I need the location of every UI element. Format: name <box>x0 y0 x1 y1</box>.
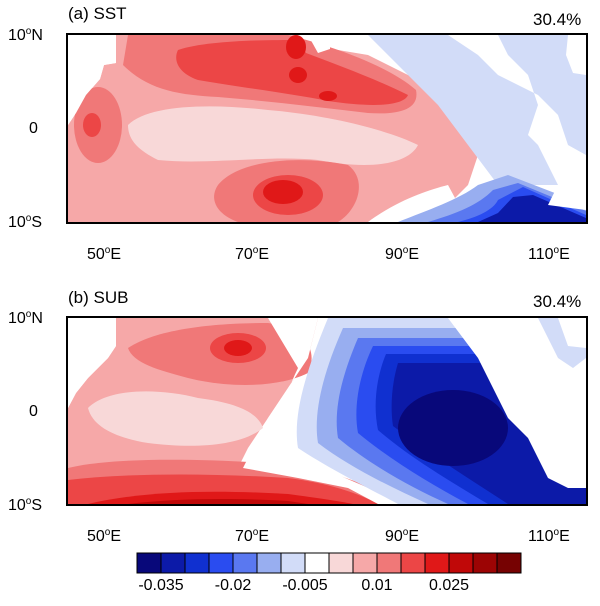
sub-land-ne <box>558 318 586 348</box>
sst-land-ne <box>566 35 586 75</box>
colorbar <box>136 552 522 574</box>
sst-west-core <box>83 113 101 137</box>
x-tick-b-1: 70oE <box>235 527 270 545</box>
sst-se-blue4 <box>478 195 586 222</box>
sub-zero-band <box>243 318 408 504</box>
sst-east-lightblue <box>368 35 586 185</box>
x-tick-a-0: 50oE <box>87 245 122 263</box>
colorbar-swatch-10 <box>376 552 402 574</box>
x-tick-b-0: 50oE <box>87 527 122 545</box>
sub-blue-core <box>398 390 508 466</box>
colorbar-swatch-5 <box>256 552 282 574</box>
y-tick-b-2: 10oS <box>8 496 43 514</box>
x-tick-a-1: 70oE <box>235 245 270 263</box>
colorbar-swatch-7 <box>304 552 330 574</box>
sub-south-band3 <box>88 491 353 504</box>
y-tick-a-0: 10oN <box>8 26 43 44</box>
sst-north-max3 <box>319 91 337 101</box>
colorbar-swatch-2 <box>184 552 210 574</box>
colorbar-swatch-15 <box>496 552 522 574</box>
panel-a-field <box>68 35 586 222</box>
x-tick-b-2: 90oE <box>385 527 420 545</box>
panel-b-title: (b) SUB <box>68 288 129 307</box>
sub-south-core <box>128 499 308 504</box>
sst-south-max <box>263 180 303 204</box>
y-tick-b-1: 0 <box>29 403 38 420</box>
colorbar-swatch-1 <box>160 552 186 574</box>
colorbar-swatch-0 <box>136 552 162 574</box>
colorbar-tick-label: 0.01 <box>361 577 393 594</box>
y-tick-a-1: 0 <box>29 120 38 137</box>
sub-land-sumatra <box>448 318 586 488</box>
x-tick-b-3: 110oE <box>528 527 570 545</box>
sst-north-max <box>286 35 306 59</box>
y-tick-b-0: 10oN <box>8 309 43 327</box>
sst-light-band <box>128 106 418 165</box>
colorbar-swatch-4 <box>232 552 258 574</box>
x-tick-a-2: 90oE <box>385 245 420 263</box>
colorbar-swatch-14 <box>472 552 498 574</box>
panel-b-percent: 30.4% <box>533 292 582 311</box>
sst-land-sumatra <box>448 35 586 210</box>
colorbar-swatch-13 <box>448 552 474 574</box>
colorbar-swatch-8 <box>328 552 354 574</box>
panel-a-map <box>66 33 588 224</box>
colorbar-tick-label: -0.02 <box>214 577 252 594</box>
panel-b-field <box>68 318 586 504</box>
y-tick-a-2: 10oS <box>8 213 43 231</box>
colorbar-swatch-3 <box>208 552 234 574</box>
sub-light-center <box>88 391 263 446</box>
x-tick-a-3: 110oE <box>528 245 570 263</box>
colorbar-swatch-12 <box>424 552 450 574</box>
panel-a-title: (a) SST <box>68 4 127 23</box>
sst-land-notch <box>308 35 330 53</box>
colorbar-tick-label: -0.005 <box>282 577 328 594</box>
sst-north-max2 <box>289 67 307 83</box>
sst-land-africa <box>68 35 116 125</box>
sub-north-max <box>224 340 252 356</box>
colorbar-tick-label: -0.035 <box>138 577 184 594</box>
colorbar-swatch-11 <box>400 552 426 574</box>
sub-land-africa <box>68 318 116 408</box>
colorbar-swatch-9 <box>352 552 378 574</box>
colorbar-tick-label: 0.025 <box>428 577 470 594</box>
panel-a-percent: 30.4% <box>533 10 582 29</box>
panel-b-map <box>66 316 588 506</box>
colorbar-swatch-6 <box>280 552 306 574</box>
